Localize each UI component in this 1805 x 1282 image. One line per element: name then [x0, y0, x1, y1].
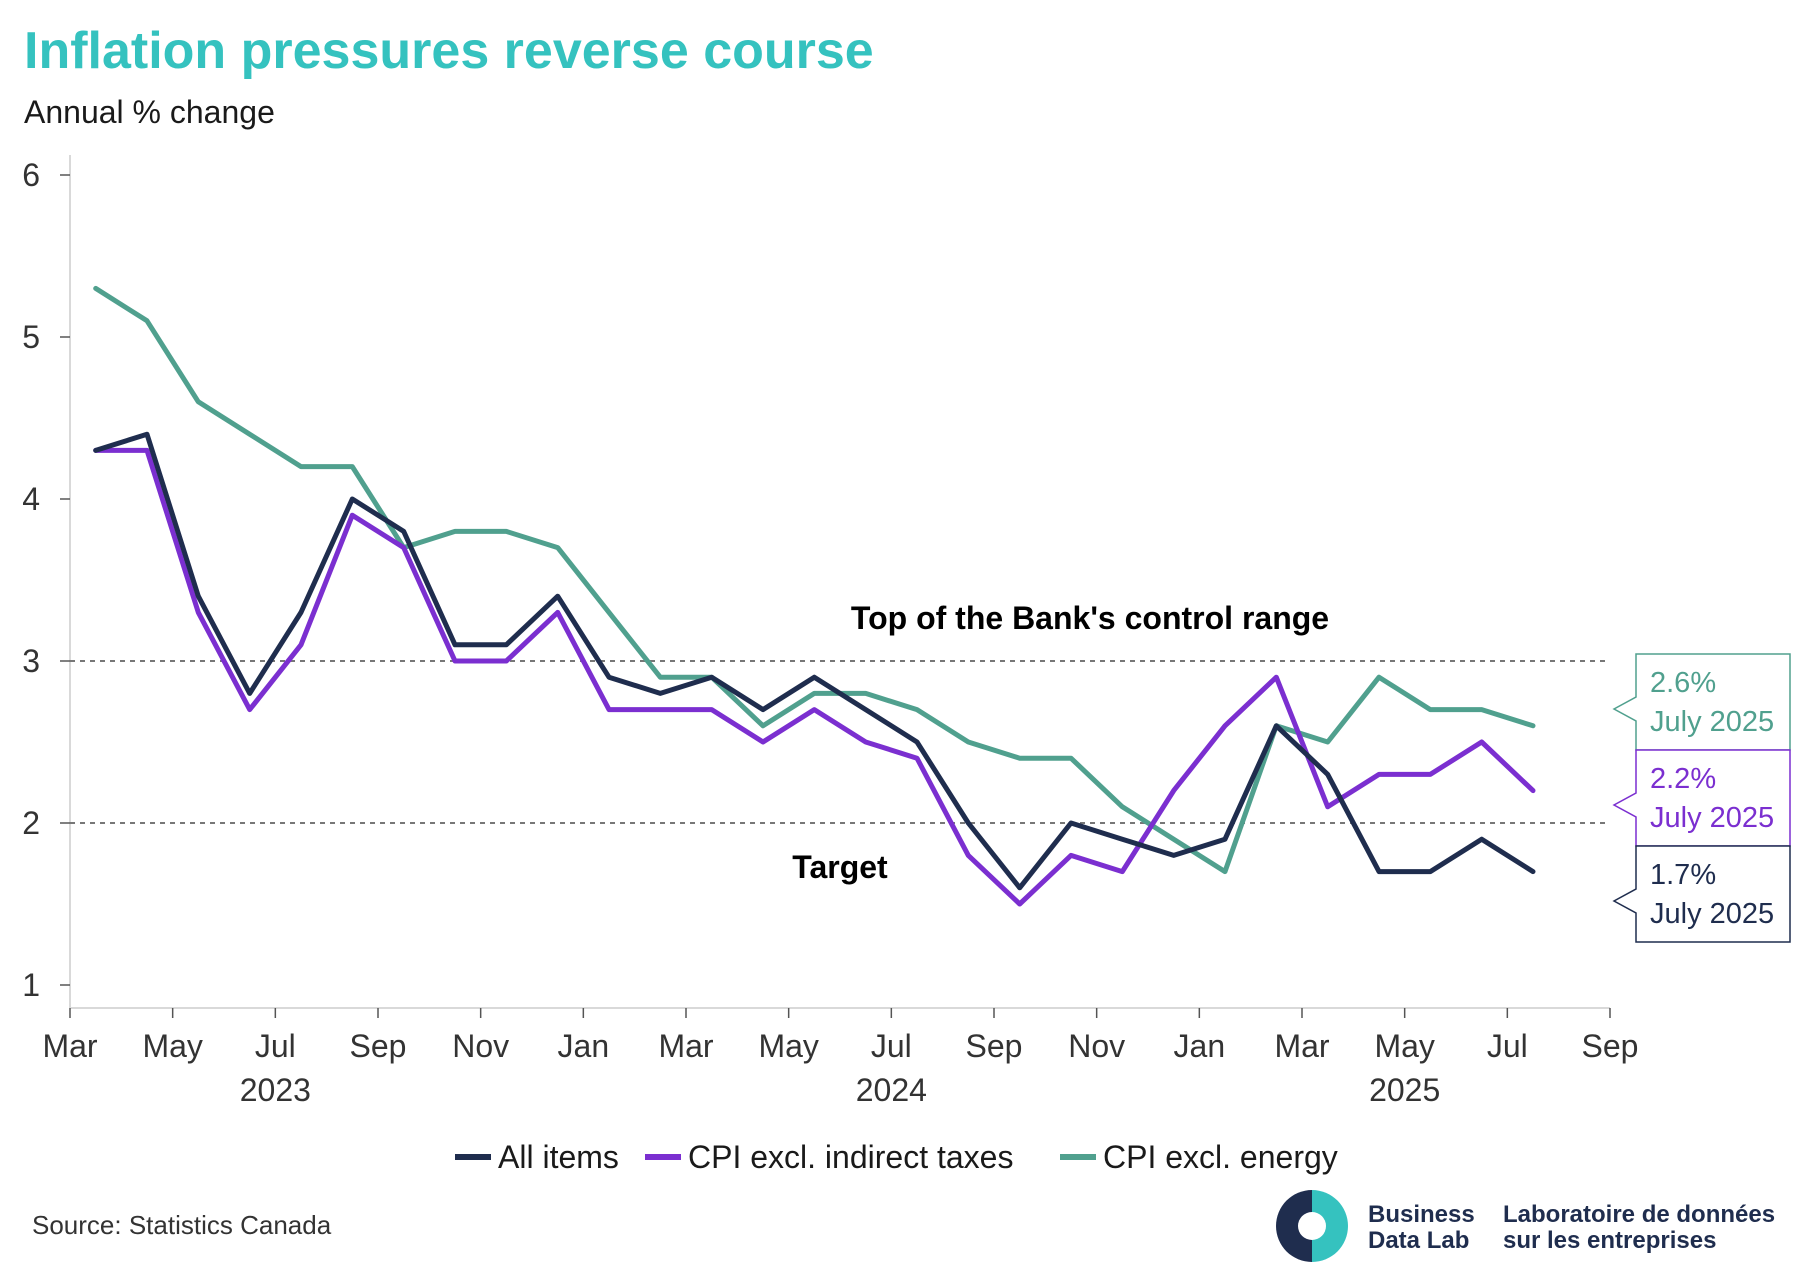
callout-date: July 2025 — [1650, 898, 1774, 930]
x-tick-label: Mar — [42, 1028, 97, 1064]
logo-en-line2: Data Lab — [1368, 1227, 1470, 1254]
logo-en-line1: Business — [1368, 1201, 1475, 1228]
logo-center — [1298, 1212, 1326, 1240]
x-tick-label: Mar — [1274, 1028, 1329, 1064]
callout-value: 2.6% — [1650, 667, 1716, 699]
x-tick-label: Nov — [1068, 1028, 1125, 1064]
legend: All items CPI excl. indirect taxes CPI exc… — [455, 1139, 1338, 1175]
x-year-label: 2024 — [856, 1072, 927, 1108]
chart-title: Inflation pressures reverse course — [24, 22, 874, 80]
callout-box — [1612, 653, 1791, 751]
callout-value: 2.2% — [1650, 763, 1716, 795]
y-tick-label: 3 — [22, 643, 40, 679]
x-tick-label: Sep — [966, 1028, 1023, 1064]
x-tick-label: Jul — [255, 1028, 296, 1064]
source-note: Source: Statistics Canada — [32, 1210, 332, 1240]
y-tick-label: 2 — [22, 805, 40, 841]
x-tick-label: Mar — [658, 1028, 713, 1064]
chart-subtitle: Annual % change — [24, 94, 275, 130]
x-tick-label: May — [1374, 1028, 1434, 1064]
series-line — [93, 431, 1536, 891]
y-tick-label: 1 — [22, 967, 40, 1003]
x-tick-label: Jul — [871, 1028, 912, 1064]
callout-value: 1.7% — [1650, 859, 1716, 891]
series-lines — [93, 285, 1536, 907]
callout-box — [1612, 749, 1791, 847]
callout-box — [1612, 845, 1791, 943]
x-tick-label: May — [758, 1028, 818, 1064]
x-tick-label: Jan — [558, 1028, 610, 1064]
x-tick-label: Nov — [452, 1028, 509, 1064]
logo-left-half — [1276, 1190, 1312, 1262]
logo-fr-line1: Laboratoire de données — [1503, 1201, 1776, 1228]
y-tick-label: 4 — [22, 481, 40, 517]
legend-label: CPI excl. indirect taxes — [688, 1139, 1013, 1175]
logo-right-half — [1312, 1190, 1348, 1262]
y-tick-label: 5 — [22, 319, 40, 355]
reference-lines: Top of the Bank's control range Target — [70, 600, 1610, 885]
x-tick-label: Sep — [350, 1028, 407, 1064]
series-line — [93, 447, 1536, 907]
logo-text-en: Business Data Lab — [1368, 1202, 1488, 1254]
series-line — [93, 285, 1536, 875]
x-year-label: 2025 — [1369, 1072, 1440, 1108]
reference-line-label: Top of the Bank's control range — [851, 600, 1329, 636]
callout-date: July 2025 — [1650, 706, 1774, 738]
logo-fr-line2: sur les entreprises — [1503, 1227, 1717, 1254]
x-year-label: 2023 — [240, 1072, 311, 1108]
y-tick-label: 6 — [22, 157, 40, 193]
business-data-lab-logo — [1276, 1190, 1348, 1262]
x-tick-label: Jul — [1487, 1028, 1528, 1064]
callout-date: July 2025 — [1650, 802, 1774, 834]
reference-line-label: Target — [792, 849, 888, 885]
x-tick-label: May — [142, 1028, 202, 1064]
legend-label: CPI excl. energy — [1103, 1139, 1338, 1175]
end-callouts: 2.6% July 2025 2.2% July 2025 1.7% July 2025 — [1612, 653, 1791, 943]
axes: 1 2 3 4 5 6 Mar May Jul Sep Nov Jan Mar May Jul Sep Nov J… — [22, 155, 1638, 1108]
legend-label: All items — [498, 1139, 619, 1175]
logo-text-fr: Laboratoire de données sur les entrepris… — [1503, 1202, 1803, 1254]
x-tick-label: Sep — [1582, 1028, 1639, 1064]
x-tick-label: Jan — [1174, 1028, 1226, 1064]
